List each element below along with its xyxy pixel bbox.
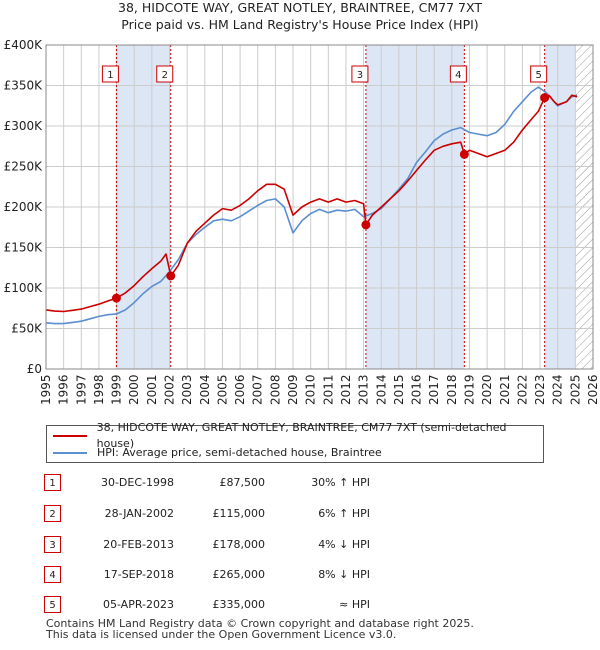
x-tick-label: 2012 (339, 374, 353, 405)
sale-price: £178,000 (212, 538, 266, 551)
sale-label-box (156, 65, 174, 83)
x-tick-label: 2004 (198, 374, 212, 405)
x-tick-label: 2000 (127, 374, 141, 405)
sale-number-badge: 5 (44, 596, 61, 613)
table-row: 1 30-DEC-1998 £87,500 30% ↑ HPI (0, 474, 600, 494)
sale-label-number: 5 (535, 70, 541, 81)
x-tick-label: 1998 (92, 374, 106, 405)
sale-number-badge: 3 (44, 536, 61, 553)
x-tick-label: 2014 (374, 374, 388, 405)
sale-hpi-compare: ≈ HPI (339, 598, 370, 611)
y-tick-label: £400K (4, 38, 44, 52)
x-tick-label: 1999 (110, 374, 124, 405)
chart-subtitle: Price paid vs. HM Land Registry's House … (121, 17, 479, 32)
sale-label-box (530, 65, 548, 83)
x-tick-label: 2017 (427, 374, 441, 405)
sale-hpi-compare: 4% ↓ HPI (318, 538, 370, 551)
footer-licence: This data is licensed under the Open Gov… (46, 628, 397, 641)
chart-title: 38, HIDCOTE WAY, GREAT NOTLEY, BRAINTREE… (118, 0, 482, 15)
series-group (46, 86, 578, 325)
x-tick-label: 2010 (304, 374, 318, 405)
chart-legend: 38, HIDCOTE WAY, GREAT NOTLEY, BRAINTREE… (46, 421, 544, 463)
x-tick-label: 2016 (410, 374, 424, 405)
sale-number-badge: 2 (44, 505, 61, 522)
sale-price: £87,500 (219, 476, 266, 489)
sale-point (111, 293, 121, 303)
sale-date: 28-JAN-2002 (104, 507, 174, 520)
y-tick-label: £200K (4, 200, 44, 214)
x-tick-label: 2025 (568, 374, 582, 405)
x-tick-label: 2001 (145, 374, 159, 405)
y-tick-label: £150K (4, 241, 44, 255)
x-tick-label: 2008 (268, 374, 282, 405)
sale-hpi-compare: 8% ↓ HPI (318, 568, 370, 581)
y-tick-label: £100K (4, 281, 44, 295)
sale-hpi-compare: 6% ↑ HPI (318, 507, 370, 520)
table-row: 2 28-JAN-2002 £115,000 6% ↑ HPI (0, 505, 600, 525)
x-tick-label: 2003 (180, 374, 194, 405)
legend-label-property: 38, HIDCOTE WAY, GREAT NOTLEY, BRAINTREE… (96, 421, 507, 450)
sale-date: 05-APR-2023 (102, 598, 174, 611)
sale-date: 30-DEC-1998 (100, 476, 174, 489)
y-tick-label: £50K (11, 322, 43, 336)
sale-point (459, 149, 469, 159)
x-tick-label: 2005 (215, 374, 229, 405)
sale-label-box (449, 65, 467, 83)
sale-label-box (101, 65, 119, 83)
sale-number-badge: 4 (44, 566, 61, 583)
sale-point (540, 93, 550, 103)
x-tick-label: 2006 (233, 374, 247, 405)
y-tick-label: £0 (27, 362, 42, 376)
sale-price: £335,000 (212, 598, 266, 611)
legend-item-hpi: HPI: Average price, semi-detached house,… (53, 445, 382, 461)
x-tick-label: 2007 (251, 374, 265, 405)
x-tick-label: 2022 (515, 374, 529, 405)
legend-swatch-hpi (53, 452, 87, 454)
table-row: 4 17-SEP-2018 £265,000 8% ↓ HPI (0, 566, 600, 586)
x-tick-label: 1997 (74, 374, 88, 405)
x-tick-label: 2021 (498, 374, 512, 405)
sale-hpi-compare: 30% ↑ HPI (311, 476, 370, 489)
legend-item-property: 38, HIDCOTE WAY, GREAT NOTLEY, BRAINTREE… (53, 421, 543, 450)
footer-copyright: Contains HM Land Registry data © Crown c… (46, 617, 474, 630)
sale-date: 17-SEP-2018 (103, 568, 174, 581)
y-tick-label: £350K (4, 79, 44, 93)
property-series-line (46, 94, 578, 313)
x-tick-label: 2019 (462, 374, 476, 405)
sale-number-badge: 1 (44, 474, 61, 491)
footer: Contains HM Land Registry data © Crown c… (46, 618, 474, 640)
sale-label-number: 3 (357, 70, 363, 81)
sale-label-number: 4 (455, 70, 461, 81)
table-row: 3 20-FEB-2013 £178,000 4% ↓ HPI (0, 536, 600, 556)
sale-point (361, 220, 371, 230)
sale-price: £115,000 (212, 507, 266, 520)
y-tick-label: £300K (4, 119, 44, 133)
plot-frame (45, 44, 594, 370)
x-tick-label: 1995 (39, 374, 53, 405)
sale-label-number: 1 (107, 70, 113, 81)
sale-label-number: 2 (162, 70, 168, 81)
x-tick-label: 2009 (286, 374, 300, 405)
x-tick-label: 2002 (163, 374, 177, 405)
sale-label-box (351, 65, 369, 83)
x-tick-label: 2020 (480, 374, 494, 405)
y-tick-label: £250K (4, 160, 44, 174)
x-tick-label: 2015 (392, 374, 406, 405)
legend-label-hpi: HPI: Average price, semi-detached house,… (97, 446, 382, 459)
x-tick-label: 2011 (321, 374, 335, 405)
x-tick-label: 2023 (533, 374, 547, 405)
sale-price: £265,000 (212, 568, 266, 581)
sale-date: 20-FEB-2013 (103, 538, 174, 551)
sale-point (166, 271, 176, 281)
table-row: 5 05-APR-2023 £335,000 ≈ HPI (0, 596, 600, 616)
x-tick-label: 2018 (445, 374, 459, 405)
x-tick-label: 2026 (586, 374, 600, 405)
x-tick-label: 2013 (357, 374, 371, 405)
price-chart: 1 2 3 4 5 £0 £50K £100K £150K £200K £250K £300K £350… (4, 38, 600, 405)
hpi-series-line (46, 86, 578, 325)
legend-swatch-property (53, 435, 87, 437)
x-tick-label: 1996 (57, 374, 71, 405)
x-tick-label: 2024 (551, 374, 565, 405)
